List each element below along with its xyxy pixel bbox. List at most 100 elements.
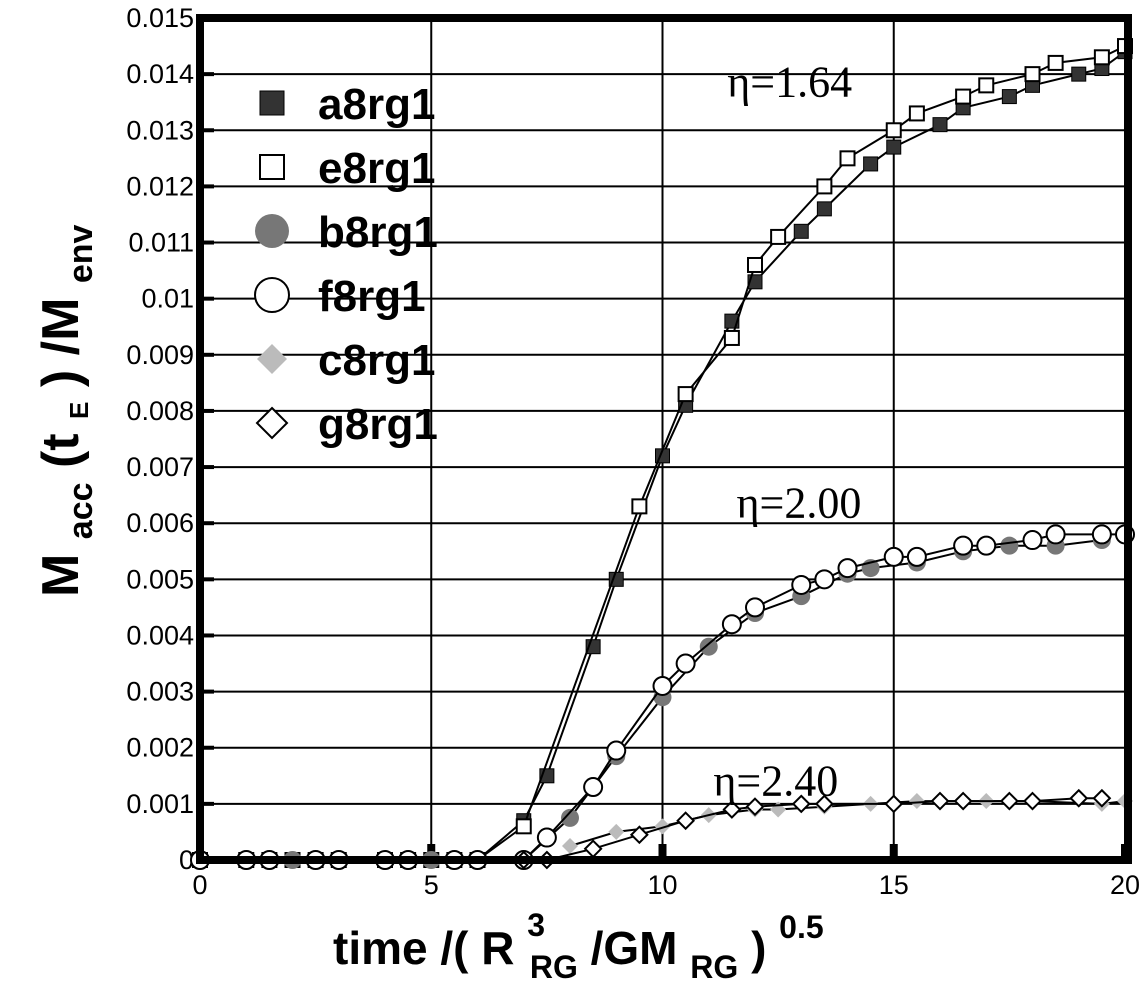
data-point-c8rg1: [908, 793, 925, 810]
data-point-g8rg1: [676, 811, 696, 831]
x-axis-title: time /( R 3 RG /GM RG ) 0.5: [333, 894, 824, 981]
legend-marker-f8rg1: [254, 277, 290, 313]
legend-marker-c8rg1: [257, 344, 287, 374]
x-tick-label: 0: [192, 870, 207, 900]
annotation-label: η=2.40: [713, 756, 838, 805]
y-tick-label: 0.001: [126, 789, 194, 819]
annotations: η=1.64 η=2.00 η=2.40: [713, 58, 861, 806]
y-tick-label: 0.013: [126, 115, 194, 145]
legend-label-c8rg1: c8rg1: [318, 336, 435, 385]
y-tick-label: 0.008: [126, 396, 194, 426]
y-tick-label: 0.006: [126, 508, 194, 538]
plot-frame: [196, 14, 1132, 864]
data-point-g8rg1: [814, 794, 834, 814]
series-group: [190, 38, 1135, 870]
data-point-e8rg1: [839, 150, 856, 167]
data-point-g8rg1: [745, 797, 765, 817]
data-point-e8rg1: [723, 329, 740, 346]
x-tick-label: 5: [424, 870, 439, 900]
data-point-e8rg1: [515, 818, 532, 835]
data-point-g8rg1: [884, 794, 904, 814]
data-point-g8rg1: [722, 800, 742, 819]
data-point-a8rg1: [793, 223, 809, 239]
y-tick-label: 0.011: [128, 228, 194, 258]
data-point-b8rg1: [1000, 536, 1019, 555]
x-tick-label: 15: [879, 870, 909, 900]
data-point-a8rg1: [816, 201, 832, 217]
y-tick-label: 0.005: [126, 564, 194, 594]
data-point-g8rg1: [930, 791, 950, 811]
legend: a8rg1 e8rg1 b8rg1 f8rg1 c8rg1 g8rg1: [254, 80, 438, 449]
series-g8rg1: [514, 788, 1112, 870]
x-title-sub1: RG: [530, 949, 578, 981]
data-point-a8rg1: [932, 117, 948, 133]
y-tick-label: 0: [179, 845, 194, 875]
data-point-f8rg1: [606, 740, 627, 761]
data-point-e8rg1: [677, 386, 694, 403]
x-tick-label: 10: [647, 870, 677, 900]
data-point-g8rg1: [791, 794, 811, 814]
annotation-label: η=2.00: [737, 479, 862, 528]
grid: [199, 17, 1126, 861]
y-title-t-open: (t: [32, 433, 90, 468]
data-point-b8rg1: [561, 808, 579, 827]
x-title-prefix: time /( R: [333, 922, 514, 974]
x-title-sup: 3: [527, 907, 545, 943]
y-tick-label: 0.012: [126, 171, 194, 201]
legend-marker-g8rg1: [255, 406, 289, 440]
data-point-g8rg1: [953, 791, 973, 811]
data-point-g8rg1: [1092, 788, 1112, 808]
data-point-g8rg1: [999, 791, 1019, 811]
data-point-e8rg1: [747, 256, 763, 273]
legend-label-e8rg1: e8rg1: [318, 144, 435, 193]
data-point-f8rg1: [583, 777, 604, 798]
data-point-f8rg1: [814, 569, 835, 590]
y-tick-label: 0.002: [126, 733, 194, 763]
x-title-mid: /GM: [591, 922, 678, 974]
legend-label-g8rg1: g8rg1: [318, 400, 438, 449]
data-point-f8rg1: [906, 546, 927, 567]
annotation-label: η=1.64: [727, 58, 852, 107]
data-point-f8rg1: [1091, 524, 1112, 545]
y-tick-label: 0.014: [126, 59, 194, 89]
data-point-f8rg1: [745, 597, 765, 618]
legend-marker-b8rg1: [255, 214, 289, 248]
data-point-c8rg1: [562, 837, 578, 854]
legend-marker-e8rg1: [259, 154, 285, 180]
data-point-e8rg1: [770, 228, 787, 245]
data-point-f8rg1: [837, 558, 858, 579]
data-point-g8rg1: [1069, 788, 1089, 808]
data-point-e8rg1: [978, 77, 995, 94]
y-tick-label: 0.01: [141, 284, 194, 314]
data-point-b8rg1: [699, 637, 718, 656]
data-point-f8rg1: [721, 614, 742, 635]
legend-label-f8rg1: f8rg1: [318, 272, 426, 321]
x-title-sup2: 0.5: [779, 909, 823, 945]
x-tick-label: 20: [1110, 870, 1140, 900]
data-point-f8rg1: [1022, 530, 1043, 551]
data-point-f8rg1: [976, 535, 997, 556]
series-f8rg1: [190, 524, 1135, 870]
legend-label-a8rg1: a8rg1: [318, 80, 435, 129]
data-point-e8rg1: [908, 105, 925, 122]
y-tick-label: 0.007: [126, 452, 194, 482]
y-tick-label: 0.009: [126, 340, 194, 370]
data-point-f8rg1: [652, 675, 673, 696]
x-title-close: ): [751, 922, 766, 974]
y-tick-label: 0.003: [126, 677, 194, 707]
y-tick-label: 0.015: [126, 3, 194, 33]
data-point-a8rg1: [1071, 66, 1087, 82]
data-point-e8rg1: [1024, 66, 1041, 83]
data-point-f8rg1: [1045, 524, 1066, 545]
y-tick-label: 0.004: [126, 620, 194, 650]
y-title-sub-acc: acc: [62, 482, 100, 539]
data-point-g8rg1: [1023, 791, 1042, 811]
data-point-f8rg1: [536, 827, 557, 848]
data-point-a8rg1: [886, 139, 902, 155]
data-point-e8rg1: [631, 498, 648, 515]
data-point-e8rg1: [955, 88, 972, 105]
data-point-f8rg1: [883, 546, 904, 567]
data-point-a8rg1: [863, 156, 879, 172]
